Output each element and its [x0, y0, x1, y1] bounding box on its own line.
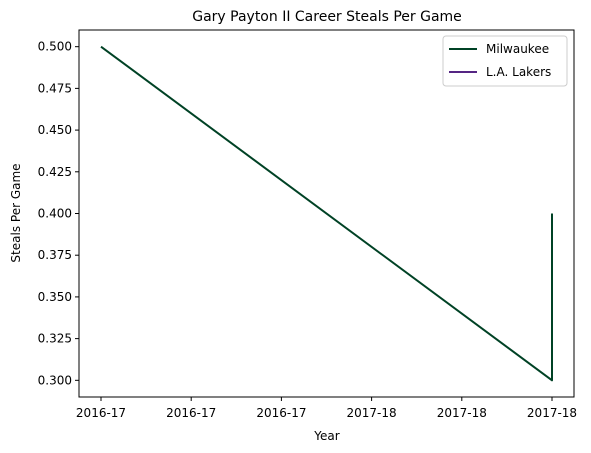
y-axis-title: Steals Per Game [9, 163, 23, 262]
series-layer [100, 45, 553, 382]
x-tick-label: 2017-18 [437, 406, 487, 420]
y-tick-label: 0.375 [38, 248, 72, 262]
legend: Milwaukee L.A. Lakers [442, 35, 568, 87]
y-tick-label: 0.450 [38, 123, 72, 137]
y-tick-label: 0.500 [38, 40, 72, 54]
y-tick-label: 0.425 [38, 165, 72, 179]
series-line-milwaukee [100, 45, 553, 382]
x-tick-label: 2017-18 [347, 406, 397, 420]
x-tick-label: 2017-18 [527, 406, 577, 420]
y-tick-label: 0.350 [38, 290, 72, 304]
legend-label: L.A. Lakers [486, 65, 551, 79]
x-tick-label: 2016-17 [166, 406, 216, 420]
legend-label: Milwaukee [486, 42, 549, 56]
x-tick-label: 2016-17 [76, 406, 126, 420]
plot-area-frame [78, 29, 575, 398]
y-axis-ticks: 0.300 0.325 0.350 0.375 0.400 0.425 0.450 0.475… [38, 40, 79, 387]
chart-title: Gary Payton II Career Steals Per Game [192, 9, 462, 25]
y-tick-label: 0.475 [38, 81, 72, 95]
x-axis-title: Year [313, 429, 339, 443]
x-tick-label: 2016-17 [256, 406, 306, 420]
y-tick-label: 0.300 [38, 373, 72, 387]
y-tick-label: 0.325 [38, 332, 72, 346]
x-axis-ticks: 2016-17 2016-17 2016-17 2017-18 2017-18 2017-… [76, 397, 577, 420]
y-tick-label: 0.400 [38, 207, 72, 221]
